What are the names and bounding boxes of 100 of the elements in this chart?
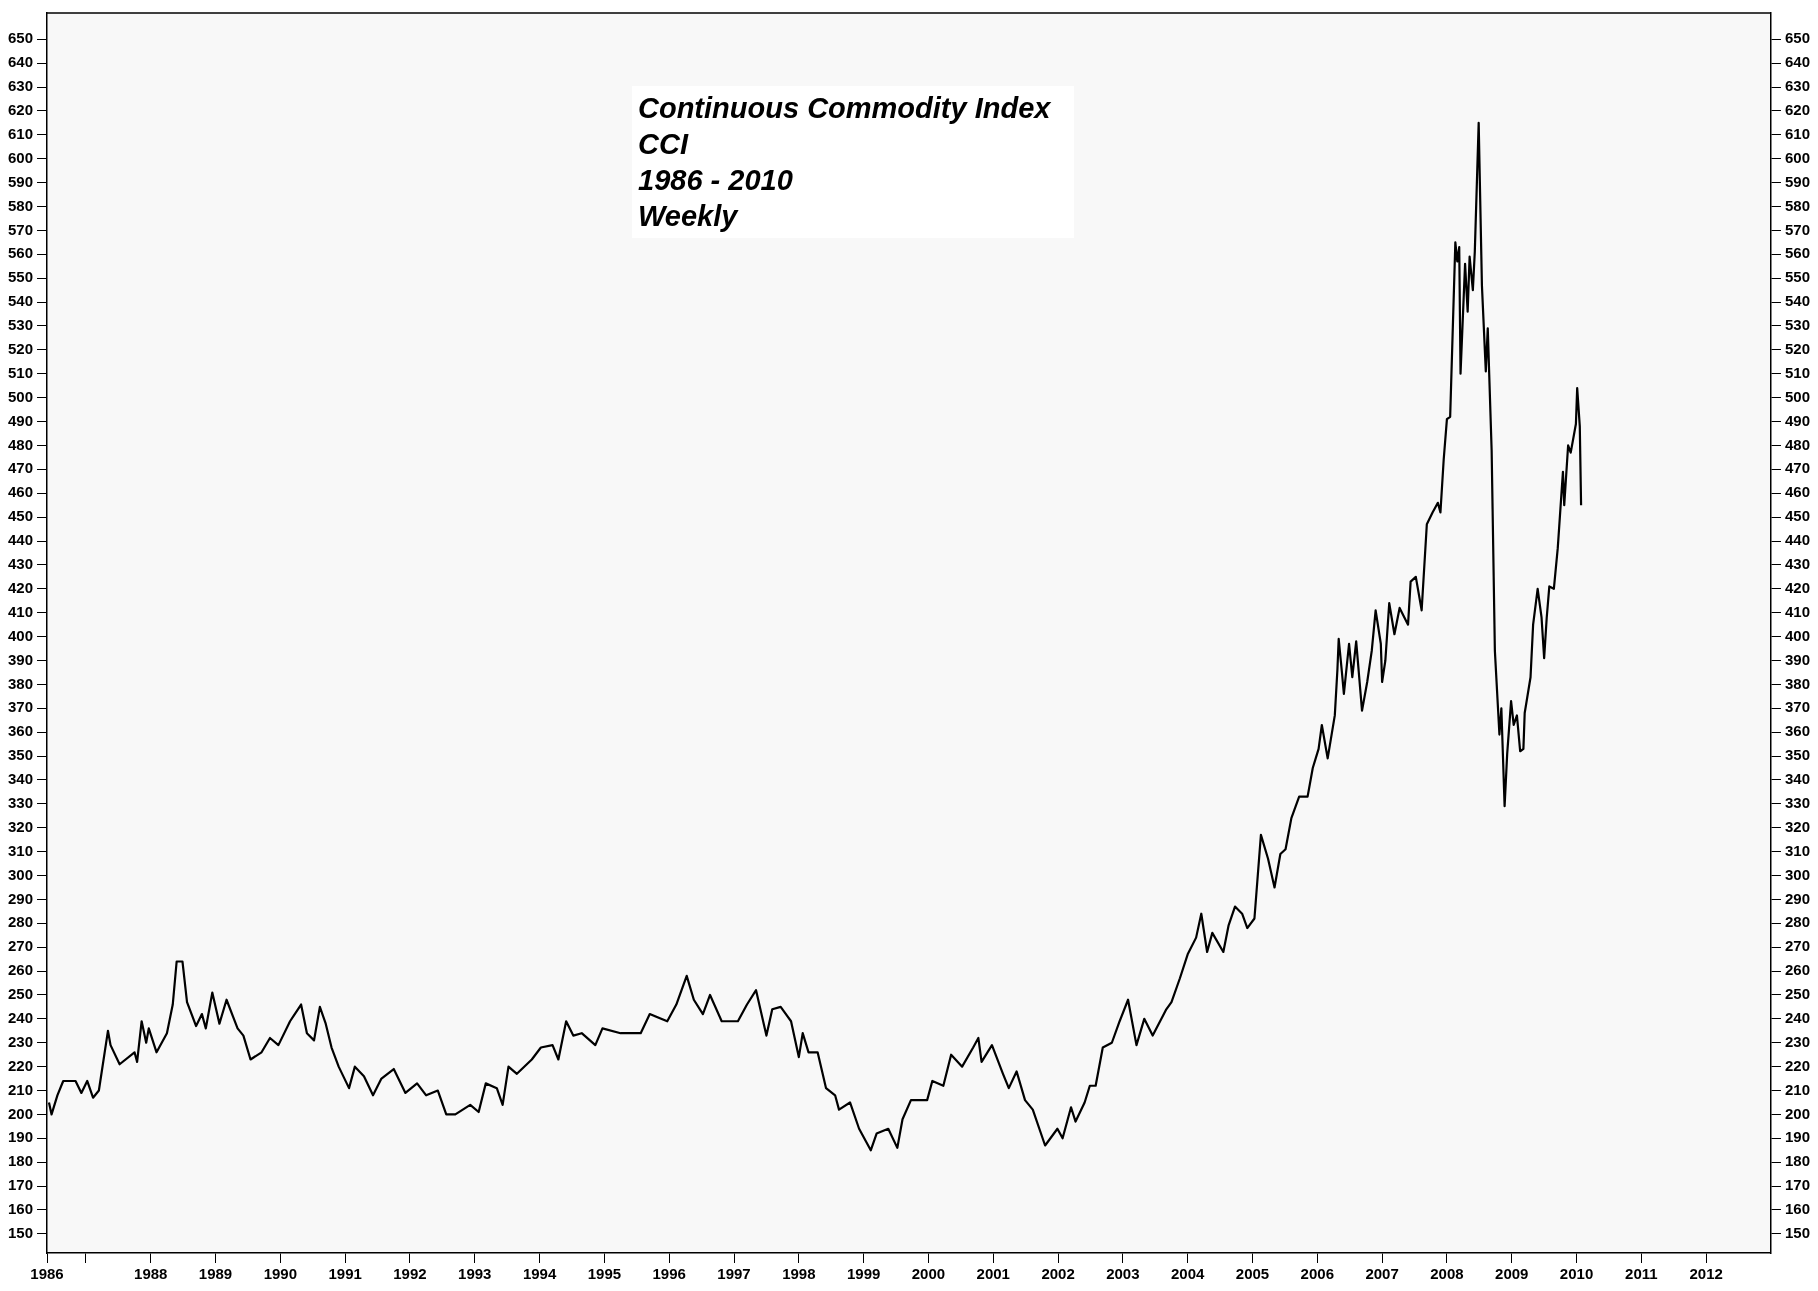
x-tick-label: 1998 bbox=[782, 1265, 816, 1283]
x-tick-label: 1994 bbox=[522, 1265, 557, 1283]
y-tick-label: 200 bbox=[8, 1104, 34, 1122]
y2-tick-label: 340 bbox=[1784, 770, 1810, 788]
y2-tick-label: 150 bbox=[1784, 1224, 1810, 1242]
y-tick-label: 360 bbox=[8, 722, 34, 740]
x-tick-label: 1990 bbox=[263, 1265, 298, 1283]
y-tick-label: 640 bbox=[8, 53, 34, 71]
x-tick-label: 1986 bbox=[30, 1265, 64, 1283]
y2-tick-label: 200 bbox=[1784, 1104, 1810, 1122]
x-tick-label: 1996 bbox=[652, 1265, 686, 1283]
y2-tick-label: 300 bbox=[1784, 865, 1810, 883]
y-tick-label: 280 bbox=[8, 913, 34, 931]
y-tick-label: 270 bbox=[8, 937, 34, 955]
y-tick-label: 290 bbox=[8, 889, 34, 907]
y-tick-label: 220 bbox=[8, 1056, 34, 1074]
y-tick-label: 150 bbox=[8, 1224, 34, 1242]
y-tick-label: 500 bbox=[8, 387, 34, 405]
y2-tick-label: 620 bbox=[1784, 101, 1810, 119]
y2-tick-label: 630 bbox=[1784, 77, 1810, 95]
y2-tick-label: 610 bbox=[1784, 124, 1810, 142]
y2-tick-label: 490 bbox=[1784, 411, 1810, 429]
x-tick-label: 2006 bbox=[1300, 1265, 1334, 1283]
y-tick-label: 230 bbox=[8, 1032, 34, 1050]
x-tick-label: 1992 bbox=[393, 1265, 427, 1283]
y-tick-label: 340 bbox=[8, 770, 34, 788]
y-tick-label: 620 bbox=[8, 101, 34, 119]
y2-tick-label: 480 bbox=[1784, 435, 1810, 453]
y2-tick-label: 650 bbox=[1784, 29, 1810, 47]
y2-tick-label: 180 bbox=[1784, 1152, 1810, 1170]
x-tick-label: 2005 bbox=[1235, 1265, 1270, 1283]
y2-tick-label: 220 bbox=[1784, 1056, 1810, 1074]
y2-tick-label: 400 bbox=[1784, 626, 1810, 644]
y2-tick-label: 450 bbox=[1784, 507, 1810, 525]
y-tick-label: 170 bbox=[8, 1176, 34, 1194]
y2-tick-label: 270 bbox=[1784, 937, 1810, 955]
y-tick-label: 390 bbox=[8, 650, 34, 668]
y-tick-label: 330 bbox=[8, 793, 34, 811]
y2-tick-label: 530 bbox=[1784, 316, 1810, 334]
y-tick-label: 410 bbox=[8, 602, 34, 620]
x-tick-label: 2011 bbox=[1625, 1265, 1658, 1283]
y2-tick-label: 250 bbox=[1784, 985, 1810, 1003]
y-tick-label: 430 bbox=[8, 555, 34, 573]
x-tick-label: 2001 bbox=[976, 1265, 1010, 1283]
y-tick-label: 310 bbox=[8, 841, 34, 859]
y2-tick-label: 160 bbox=[1784, 1200, 1810, 1218]
y-tick-label: 470 bbox=[8, 459, 34, 477]
y-tick-label: 210 bbox=[8, 1080, 34, 1098]
y2-tick-label: 440 bbox=[1784, 531, 1810, 549]
y-tick-label: 380 bbox=[8, 674, 34, 692]
y2-tick-label: 260 bbox=[1784, 961, 1810, 979]
y-tick-label: 420 bbox=[8, 578, 34, 596]
y2-tick-label: 500 bbox=[1784, 387, 1810, 405]
y2-tick-label: 540 bbox=[1784, 292, 1810, 310]
y2-tick-label: 380 bbox=[1784, 674, 1810, 692]
y2-tick-label: 390 bbox=[1784, 650, 1810, 668]
y2-tick-label: 230 bbox=[1784, 1032, 1810, 1050]
y2-tick-label: 330 bbox=[1784, 793, 1810, 811]
x-tick-label: 1997 bbox=[717, 1265, 751, 1283]
x-tick-label: 1995 bbox=[587, 1265, 622, 1283]
y-tick-label: 630 bbox=[8, 77, 34, 95]
y2-tick-label: 190 bbox=[1784, 1128, 1810, 1146]
y-tick-label: 580 bbox=[8, 196, 34, 214]
y-tick-label: 570 bbox=[8, 220, 34, 238]
y-tick-label: 400 bbox=[8, 626, 34, 644]
y2-tick-label: 470 bbox=[1784, 459, 1810, 477]
y-tick-label: 440 bbox=[8, 531, 34, 549]
y-tick-label: 180 bbox=[8, 1152, 34, 1170]
y2-tick-label: 590 bbox=[1784, 172, 1810, 190]
y2-tick-label: 550 bbox=[1784, 268, 1810, 286]
y2-tick-label: 350 bbox=[1784, 746, 1810, 764]
y2-tick-label: 430 bbox=[1784, 555, 1810, 573]
x-tick-label: 2012 bbox=[1689, 1265, 1723, 1283]
y-tick-label: 160 bbox=[8, 1200, 34, 1218]
y-tick-label: 350 bbox=[8, 746, 34, 764]
text: Continuous Commodity Index CCI 1986 - 2010 Weekly bbox=[638, 91, 1052, 234]
y-tick-label: 260 bbox=[8, 961, 34, 979]
y2-tick-label: 570 bbox=[1784, 220, 1810, 238]
y2-tick-label: 290 bbox=[1784, 889, 1810, 907]
x-tick-label: 1989 bbox=[198, 1265, 233, 1283]
y-tick-label: 320 bbox=[8, 817, 34, 835]
y-tick-label: 300 bbox=[8, 865, 34, 883]
x-tick-label: 2007 bbox=[1365, 1265, 1399, 1283]
y-tick-label: 650 bbox=[8, 29, 34, 47]
x-tick-label: 1993 bbox=[458, 1265, 492, 1283]
y-tick-label: 560 bbox=[8, 244, 34, 262]
y2-tick-label: 640 bbox=[1784, 53, 1810, 71]
y2-tick-label: 460 bbox=[1784, 483, 1810, 501]
y2-tick-label: 560 bbox=[1784, 244, 1810, 262]
y2-tick-label: 360 bbox=[1784, 722, 1810, 740]
y-tick-label: 540 bbox=[8, 292, 34, 310]
x-tick-label: 2000 bbox=[911, 1265, 946, 1283]
y-tick-label: 370 bbox=[8, 698, 34, 716]
y2-tick-label: 520 bbox=[1784, 340, 1810, 358]
y2-tick-label: 310 bbox=[1784, 841, 1810, 859]
y-tick-label: 550 bbox=[8, 268, 34, 286]
y2-tick-label: 320 bbox=[1784, 817, 1810, 835]
x-tick-label: 2010 bbox=[1559, 1265, 1594, 1283]
x-tick-label: 1988 bbox=[134, 1265, 168, 1283]
y-tick-label: 490 bbox=[8, 411, 34, 429]
